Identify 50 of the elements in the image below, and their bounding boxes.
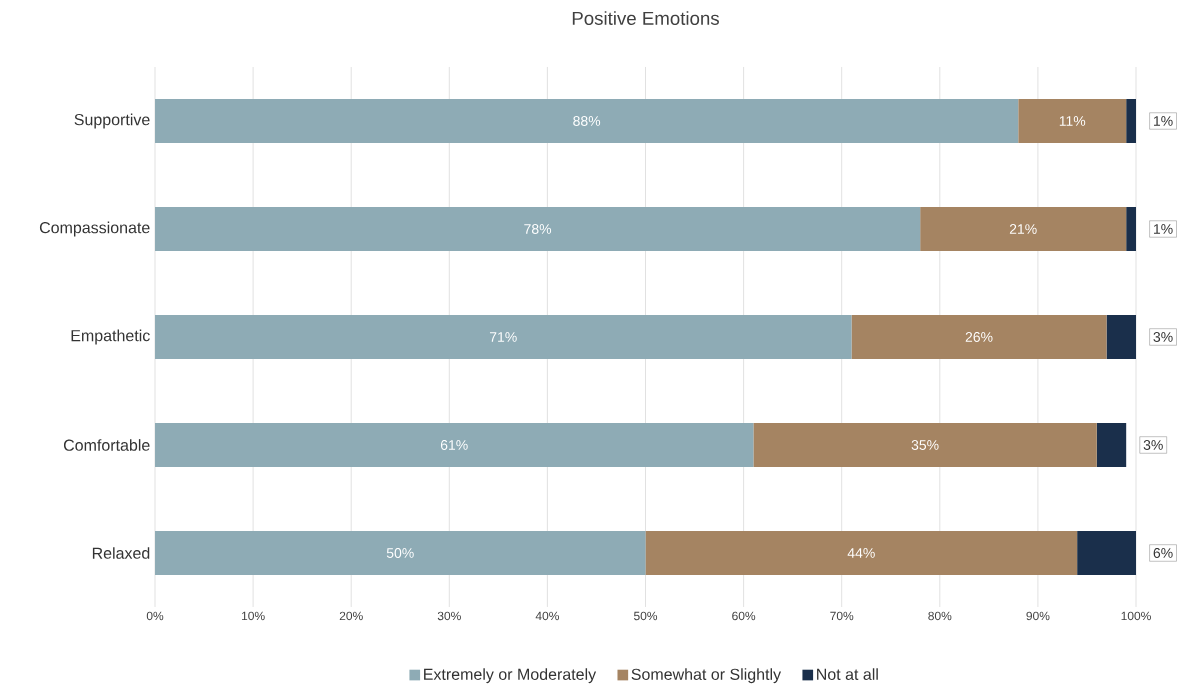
x-tick-label: 10% — [242, 611, 265, 621]
legend-label: Somewhat or Slightly — [631, 668, 782, 684]
x-tick-label: 100% — [1121, 611, 1151, 621]
bar — [155, 99, 1019, 143]
data-label: 88% — [573, 116, 601, 126]
data-label: 71% — [489, 332, 517, 342]
bar — [851, 314, 1107, 359]
bar — [1096, 422, 1127, 467]
data-label: 11% — [1059, 116, 1086, 126]
data-label: 3% — [1143, 440, 1163, 450]
data-label: 78% — [524, 224, 552, 234]
x-tick-label: 80% — [928, 611, 952, 621]
data-label: 1% — [1154, 116, 1173, 126]
x-tick-label: 0% — [146, 611, 164, 621]
x-tick-label: 70% — [830, 611, 854, 621]
x-tick-label: 40% — [535, 611, 559, 621]
legend-label: Extremely or Moderately — [424, 668, 597, 684]
data-label: 50% — [386, 548, 414, 558]
y-tick-label: Relaxed — [92, 547, 150, 559]
x-tick-label: 60% — [732, 611, 756, 621]
bar — [155, 207, 921, 251]
y-tick-label: Supportive — [74, 113, 150, 129]
bar — [1077, 530, 1136, 575]
y-tick-label: Empathetic — [71, 329, 150, 345]
bar — [155, 422, 754, 467]
bar — [1126, 207, 1136, 251]
data-label: 26% — [965, 332, 993, 342]
bar — [155, 530, 646, 575]
data-label: 1% — [1154, 224, 1173, 234]
bar — [155, 314, 852, 359]
y-tick-label: Comfortable — [63, 439, 150, 451]
bar — [645, 530, 1078, 575]
y-tick-label: Compassionate — [39, 221, 150, 237]
x-tick-label: 20% — [339, 611, 363, 621]
data-label: 35% — [911, 440, 939, 450]
x-tick-label: 90% — [1026, 611, 1050, 621]
data-label: 44% — [847, 548, 875, 558]
bar — [1126, 99, 1136, 143]
data-label: 3% — [1153, 332, 1173, 342]
x-tick-label: 30% — [437, 611, 461, 621]
bar — [920, 207, 1127, 251]
bar — [1018, 99, 1127, 143]
data-label: 21% — [1009, 224, 1037, 234]
bar — [753, 422, 1097, 467]
legend-label: Not at all — [817, 668, 878, 680]
data-label: 61% — [440, 440, 468, 450]
bar — [1106, 314, 1136, 359]
chart-title: Positive Emotions — [572, 11, 719, 25]
data-label: 6% — [1153, 548, 1173, 558]
x-tick-label: 50% — [633, 611, 658, 621]
